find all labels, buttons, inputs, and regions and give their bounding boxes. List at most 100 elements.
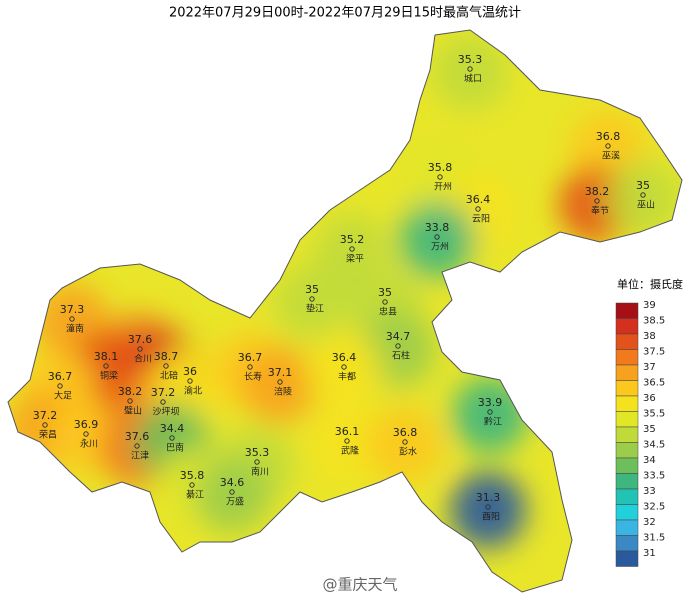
station-value: 34.6 bbox=[220, 476, 245, 489]
station-value: 37.6 bbox=[125, 430, 150, 443]
station-dot bbox=[349, 246, 355, 252]
station-name: 开州 bbox=[434, 182, 452, 193]
legend-label: 32.5 bbox=[643, 502, 665, 513]
legend-label: 33 bbox=[643, 486, 656, 497]
station-dot bbox=[169, 435, 175, 441]
station-name: 彭水 bbox=[399, 446, 417, 458]
station-dot bbox=[247, 364, 253, 370]
legend-label: 37 bbox=[643, 362, 656, 373]
station-value: 38.2 bbox=[118, 385, 143, 398]
station-value: 36.1 bbox=[335, 425, 360, 438]
station-name: 綦江 bbox=[186, 489, 204, 501]
station-dot bbox=[309, 296, 315, 302]
station-name: 长寿 bbox=[244, 371, 262, 383]
station-name: 合川 bbox=[134, 353, 152, 365]
legend-swatch bbox=[615, 395, 639, 412]
legend: 39 38.5 38 37.5 37 36.5 36 35.5 35 34.5 34 33.5 33 32… bbox=[615, 300, 665, 567]
legend-label: 35.5 bbox=[643, 409, 665, 420]
legend-swatch bbox=[615, 349, 639, 366]
station-value: 38.1 bbox=[94, 350, 119, 363]
station-value: 37.1 bbox=[268, 366, 293, 379]
station-value: 37.2 bbox=[151, 386, 176, 399]
station-value: 33.8 bbox=[425, 221, 450, 234]
station-value: 33.9 bbox=[478, 396, 503, 409]
station-value: 36.8 bbox=[596, 130, 621, 143]
station-dot bbox=[487, 409, 493, 415]
legend-swatch bbox=[615, 302, 639, 319]
station-value: 37.2 bbox=[33, 409, 58, 422]
station-value: 34.4 bbox=[160, 422, 185, 435]
station-name: 酉阳 bbox=[482, 512, 500, 523]
legend-swatch bbox=[615, 550, 639, 567]
station-name: 巫山 bbox=[637, 200, 655, 211]
station-dot bbox=[467, 66, 473, 72]
station-name: 奉节 bbox=[591, 205, 609, 217]
station-name: 梁平 bbox=[346, 253, 364, 265]
station-value: 36.7 bbox=[238, 351, 263, 364]
station-value: 36.4 bbox=[332, 351, 357, 364]
legend-label: 36.5 bbox=[643, 378, 665, 389]
station-name: 铜梁 bbox=[100, 370, 118, 382]
station-name: 万盛 bbox=[226, 496, 244, 508]
station-dot bbox=[229, 489, 235, 495]
station-value: 35.3 bbox=[458, 53, 483, 66]
legend-label: 34.5 bbox=[643, 440, 665, 451]
station-name: 大足 bbox=[54, 390, 72, 402]
station-value: 35 bbox=[378, 286, 392, 299]
legend-swatch bbox=[615, 504, 639, 521]
legend-swatch bbox=[615, 457, 639, 474]
temperature-blob bbox=[432, 34, 508, 110]
station-dot bbox=[434, 234, 440, 240]
station-value: 36.8 bbox=[393, 426, 418, 439]
legend-swatch bbox=[615, 535, 639, 552]
legend-label: 35 bbox=[643, 424, 656, 435]
legend-swatch bbox=[615, 364, 639, 381]
station-name: 璧山 bbox=[124, 405, 142, 417]
station-dot bbox=[103, 363, 109, 369]
station-name: 巴南 bbox=[166, 442, 184, 454]
station-name: 黔江 bbox=[484, 416, 502, 428]
station-name: 石柱 bbox=[392, 350, 410, 362]
station-value: 35.8 bbox=[180, 469, 205, 482]
legend-swatch bbox=[615, 488, 639, 505]
legend-label: 38 bbox=[643, 331, 656, 342]
legend-label: 39 bbox=[643, 300, 656, 311]
station-dot bbox=[437, 174, 443, 180]
station-dot bbox=[137, 346, 143, 352]
station-value: 36.7 bbox=[48, 370, 73, 383]
station-value: 38.7 bbox=[154, 350, 179, 363]
station-name: 涪陵 bbox=[274, 386, 292, 398]
legend-label: 38.5 bbox=[643, 316, 665, 327]
station-value: 37.3 bbox=[60, 303, 85, 316]
station-name: 江津 bbox=[131, 451, 149, 462]
map-fill bbox=[8, 30, 682, 592]
station-value: 38.2 bbox=[585, 185, 610, 198]
legend-label: 33.5 bbox=[643, 471, 665, 482]
station-value: 35.3 bbox=[245, 446, 270, 459]
watermark: @重庆天气 bbox=[322, 576, 397, 594]
legend-label: 32 bbox=[643, 517, 656, 528]
title: 2022年07月29日00时-2022年07月29日15时最高气温统计 bbox=[169, 5, 521, 21]
temperature-blob bbox=[605, 160, 681, 236]
legend-swatch bbox=[615, 442, 639, 459]
station-dot bbox=[69, 316, 75, 322]
station-name: 城口 bbox=[464, 74, 482, 85]
station-value: 35.2 bbox=[340, 233, 365, 246]
station-value: 34.7 bbox=[386, 330, 411, 343]
station-value: 36.4 bbox=[466, 193, 491, 206]
station-name: 北碚 bbox=[160, 370, 178, 382]
station-dot bbox=[485, 504, 491, 510]
station-name: 永川 bbox=[80, 438, 98, 450]
temperature-blob bbox=[194, 457, 270, 533]
station-name: 巫溪 bbox=[602, 150, 620, 162]
station-name: 潼南 bbox=[66, 323, 84, 335]
station-name: 垫江 bbox=[306, 303, 324, 315]
stations: 35.3 城口 36.8 巫溪 38.2 奉节 35 巫山 35.8 开州 36.4 云阳 33.8 万州… bbox=[33, 53, 655, 523]
station-value: 37.6 bbox=[128, 333, 153, 346]
temperature-blob bbox=[242, 347, 318, 423]
temperature-blob bbox=[152, 346, 228, 422]
station-dot bbox=[134, 443, 140, 449]
station-name: 云阳 bbox=[472, 214, 490, 225]
station-dot bbox=[640, 192, 646, 198]
